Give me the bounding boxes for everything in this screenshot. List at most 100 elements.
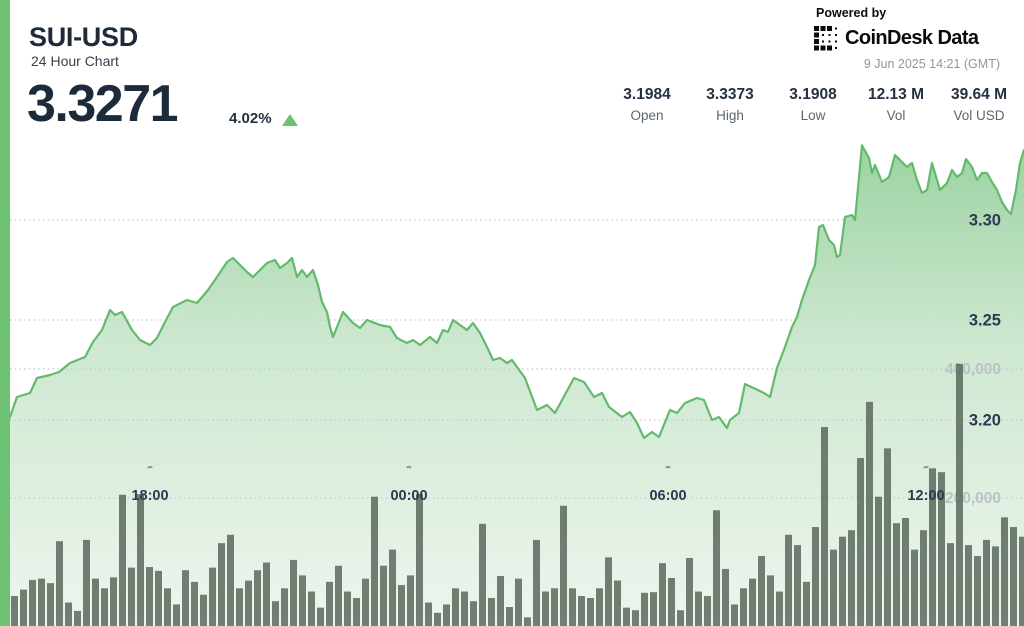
time-tick-label: 12:00 <box>907 488 944 504</box>
volume-bar <box>947 543 954 626</box>
volume-bar <box>965 545 972 626</box>
volume-bar <box>956 363 963 626</box>
volume-bar <box>614 580 621 626</box>
volume-bar <box>425 602 432 626</box>
volume-bar <box>722 568 729 626</box>
volume-bar <box>974 556 981 626</box>
volume-tick-label: 400,000 <box>945 361 1001 378</box>
volume-bar <box>173 604 180 626</box>
volume-bar <box>515 578 522 626</box>
volume-bar <box>236 588 243 626</box>
volume-bar <box>785 534 792 626</box>
volume-bar <box>587 597 594 626</box>
volume-bar <box>47 583 54 626</box>
volume-bar <box>830 549 837 626</box>
volume-bar <box>713 510 720 626</box>
stat-low-value: 3.1908 <box>789 86 837 103</box>
volume-bar <box>911 549 918 626</box>
volume-bar <box>578 596 585 626</box>
volume-bar <box>740 588 747 626</box>
volume-bar <box>1019 536 1024 626</box>
volume-bar <box>380 565 387 626</box>
volume-bar <box>434 612 441 626</box>
price-line <box>8 144 1024 440</box>
volume-bar <box>74 610 81 626</box>
stat-low: 3.1908 Low <box>784 86 842 123</box>
volume-bar <box>308 591 315 626</box>
stat-vol-usd: 39.64 M Vol USD <box>950 86 1008 123</box>
volume-bar <box>227 534 234 626</box>
volume-bar <box>272 601 279 626</box>
volume-bar <box>659 563 666 626</box>
stat-low-label: Low <box>800 108 826 123</box>
time-tick-mark <box>406 466 412 469</box>
volume-bar <box>326 581 333 626</box>
time-tick-mark <box>923 466 929 469</box>
stat-high: 3.3373 High <box>701 86 759 123</box>
volume-bar <box>839 536 846 626</box>
volume-bar <box>164 588 171 626</box>
coindesk-logo-icon <box>814 26 837 51</box>
volume-bar <box>155 570 162 626</box>
coindesk-brand-text: CoinDesk <box>845 27 933 49</box>
volume-bar <box>704 596 711 626</box>
volume-bar <box>758 556 765 626</box>
volume-bar <box>686 557 693 626</box>
volume-bar <box>443 604 450 626</box>
volume-bar <box>290 559 297 626</box>
volume-bar <box>470 601 477 626</box>
volume-bar <box>146 567 153 626</box>
volume-bar <box>263 562 270 626</box>
price-tick-label: 3.25 <box>969 312 1001 330</box>
volume-bar <box>533 539 540 626</box>
volume-tick-label: 200,000 <box>945 490 1001 507</box>
time-tick-mark <box>147 466 153 469</box>
volume-bar <box>56 541 63 626</box>
powered-by-label: Powered by <box>816 6 887 20</box>
volume-bar <box>281 588 288 626</box>
volume-bar <box>569 588 576 626</box>
stat-vol-usd-label: Vol USD <box>953 108 1005 123</box>
volume-bar <box>83 539 90 626</box>
volume-bar <box>767 575 774 626</box>
volume-bar <box>29 579 36 626</box>
volume-bar <box>200 594 207 626</box>
volume-bar <box>731 604 738 626</box>
volume-bar <box>398 585 405 626</box>
up-arrow-icon <box>282 114 298 126</box>
volume-bar <box>650 592 657 626</box>
price-tick-label: 3.30 <box>969 212 1001 230</box>
volume-bar <box>551 588 558 626</box>
volume-bar <box>560 505 567 626</box>
volume-bar <box>1001 517 1008 626</box>
volume-bar <box>344 591 351 626</box>
accent-bar <box>0 0 10 626</box>
coindesk-logo: CoinDesk Data <box>814 26 1000 51</box>
volume-bar <box>479 523 486 626</box>
volume-bar <box>803 581 810 626</box>
stat-high-value: 3.3373 <box>706 86 754 103</box>
stat-open-label: Open <box>630 108 664 123</box>
volume-bar <box>11 596 18 626</box>
volume-bar <box>128 567 135 626</box>
powered-by-block: Powered by CoinDesk Data 9 Jun 2025 14:2… <box>814 6 1000 71</box>
volume-bar <box>623 607 630 626</box>
volume-bar <box>884 448 891 626</box>
volume-bar <box>749 578 756 626</box>
coindesk-data-text: Data <box>937 27 979 49</box>
volume-bar <box>299 575 306 626</box>
volume-bar <box>497 576 504 626</box>
volume-bar <box>875 496 882 626</box>
volume-bar <box>668 577 675 626</box>
stat-vol-label: Vol <box>886 108 906 123</box>
volume-bar <box>182 570 189 626</box>
volume-bar <box>524 617 531 626</box>
volume-bar <box>812 527 819 626</box>
time-tick-label: 18:00 <box>131 488 168 504</box>
volume-bar <box>461 591 468 626</box>
volume-bar <box>1010 527 1017 626</box>
volume-bar <box>848 530 855 626</box>
volume-bar <box>362 578 369 626</box>
volume-bar <box>677 610 684 626</box>
